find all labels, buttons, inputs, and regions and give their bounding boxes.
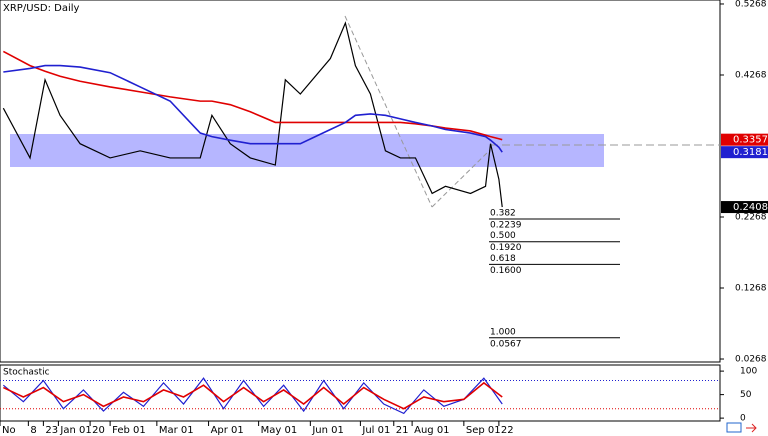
- y-tick-label: 100: [740, 367, 757, 377]
- x-tick-label: 23: [45, 425, 58, 436]
- trend-line: [344, 15, 433, 208]
- price-label-bg: [721, 201, 768, 214]
- x-tick-label: Sep 01: [466, 425, 501, 436]
- icon: [746, 423, 757, 433]
- x-tick-label: Feb 01: [112, 425, 146, 436]
- price-label-bg: [721, 133, 768, 146]
- y-tick-label: 0.4268: [735, 70, 767, 80]
- x-tick-label: 8: [30, 425, 36, 436]
- series-line: [2, 21, 503, 208]
- x-tick-label: No: [2, 425, 16, 436]
- icons: [726, 422, 757, 433]
- x-tick-label: 21: [396, 425, 409, 436]
- price-label: 0.2408: [733, 202, 768, 213]
- x-tick-label: Apr 01: [211, 425, 244, 436]
- title-bg: [1, 1, 87, 15]
- stochastic-panel: [0, 364, 721, 422]
- price-label-bg: [721, 146, 768, 159]
- panel-title: Stochastic: [3, 368, 50, 378]
- chart-title: XRP/USD: Daily: [3, 3, 79, 14]
- fib-ratio: 0.618: [490, 254, 516, 264]
- fib-price: 0.1600: [490, 266, 522, 276]
- x-tick-label: 20: [92, 425, 105, 436]
- fib-price: 0.1920: [490, 243, 522, 253]
- y-tick-label: 0.5268: [735, 0, 767, 9]
- price-label: 0.3357: [733, 135, 768, 146]
- y-tick-label: 0.2268: [735, 213, 767, 223]
- price-label: 0.3181: [733, 147, 768, 158]
- icon: [726, 422, 742, 433]
- series-line: [2, 50, 503, 141]
- series-line: [3, 64, 503, 153]
- price-panel: [0, 0, 721, 363]
- y-tick-label: 50: [740, 390, 752, 400]
- zone: [10, 134, 604, 167]
- x-tick-label: May 01: [261, 425, 298, 436]
- trend-line: [431, 149, 491, 208]
- x-tick-label: Mar 01: [159, 425, 194, 436]
- fib-price: 0.2239: [490, 221, 522, 231]
- fib-ratio: 0.382: [490, 209, 516, 219]
- fib-ratio: 1.000: [490, 327, 516, 337]
- x-tick-label: Jan 01: [59, 425, 91, 436]
- series-line: [2, 381, 503, 410]
- y-tick-label: 0.1268: [735, 284, 767, 294]
- fib-ratio: 0.500: [490, 231, 516, 241]
- title-bg: [1, 366, 49, 378]
- y-tick-label: 0.0268: [735, 355, 767, 365]
- y-tick-label: 0: [740, 414, 746, 424]
- x-tick-label: Aug 01: [414, 425, 449, 436]
- series-line: [2, 377, 503, 415]
- x-tick-label: Jun 01: [311, 425, 344, 436]
- fib-price: 0.0567: [490, 339, 522, 349]
- x-tick-label: 22: [501, 425, 514, 436]
- x-tick-label: Jul 01: [361, 425, 390, 436]
